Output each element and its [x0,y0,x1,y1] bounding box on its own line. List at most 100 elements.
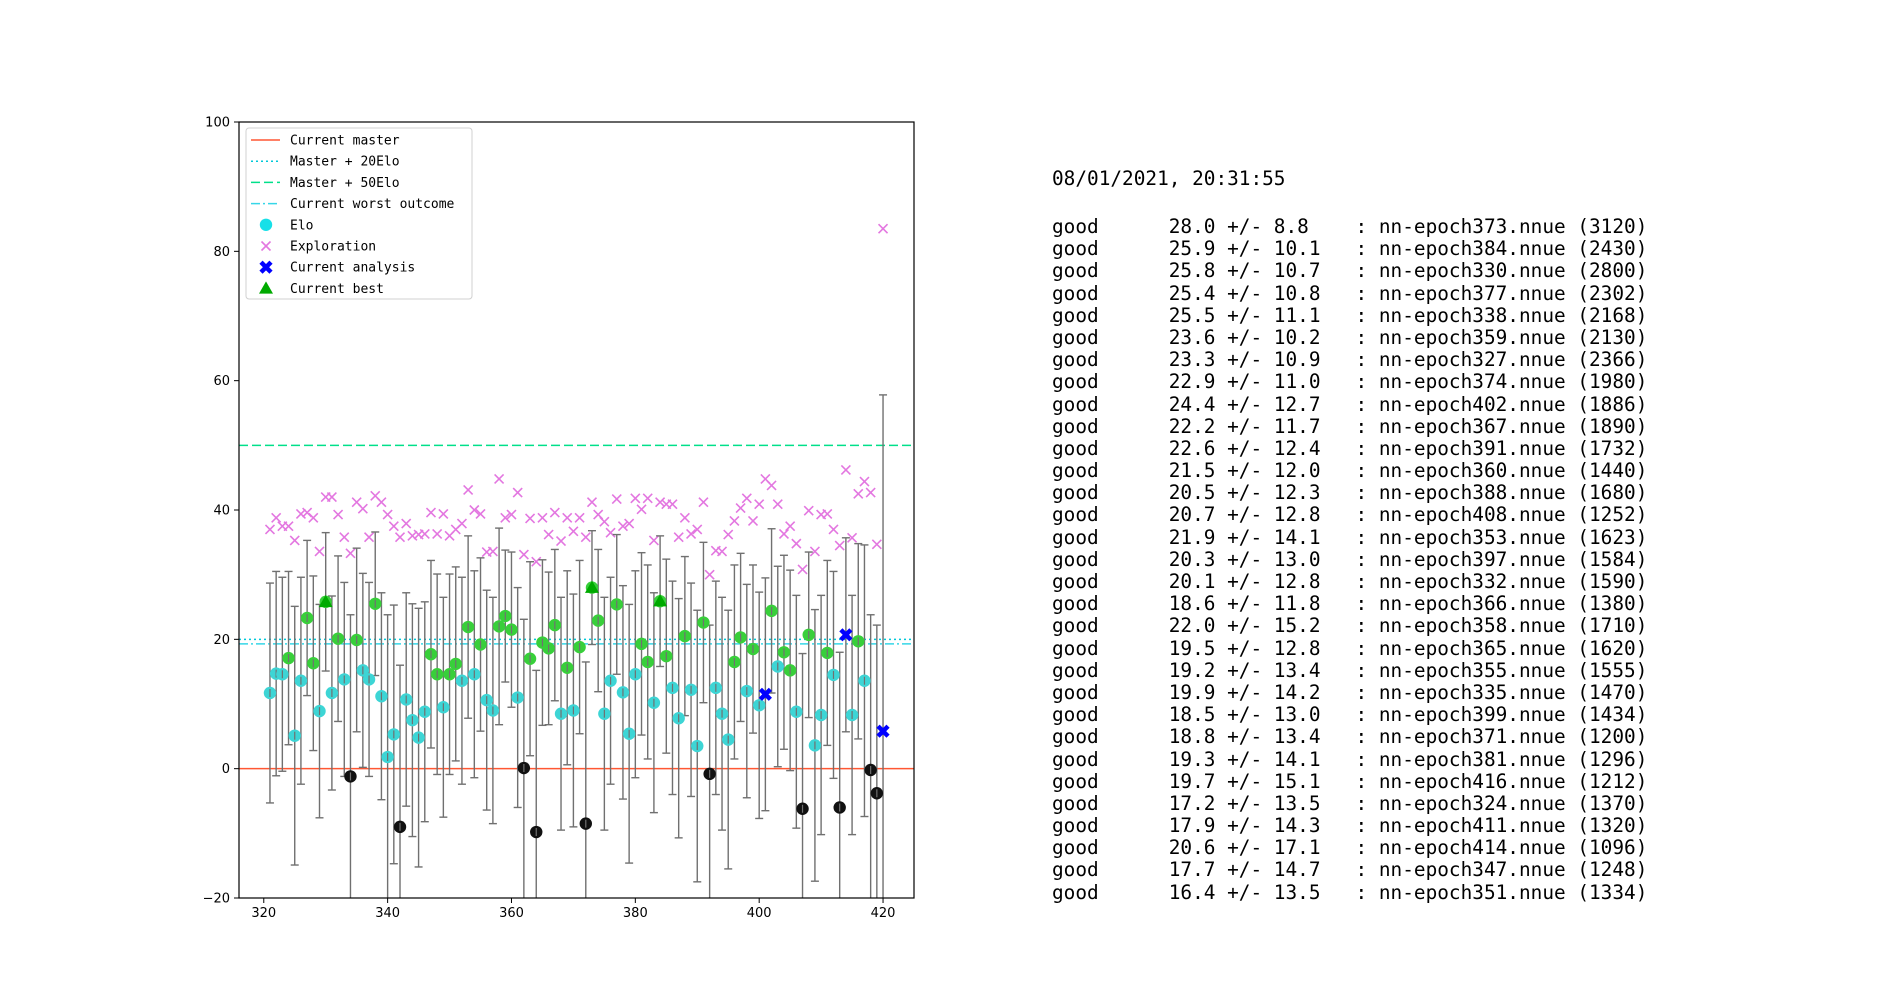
y-tick-label: 60 [213,374,230,389]
exploration-point [667,499,678,510]
exploration-point [766,480,777,491]
exploration-point-stroke [376,497,387,508]
result-row: good 19.3 +/- 14.1 : nn-epoch381.nnue (1… [1052,747,1648,771]
legend: Current master Master + 20Elo Master + 50E… [245,127,473,300]
exploration-point [729,515,740,527]
result-row: good 22.2 +/- 11.7 : nn-epoch367.nnue (1… [1052,414,1648,438]
exploration-point [797,564,808,575]
exploration-point [648,535,659,546]
exploration-point-stroke [432,528,443,539]
exploration-point-stroke [723,529,734,540]
current-analysis-point-stroke [758,687,772,701]
exploration-point [630,493,641,504]
exploration-point [363,532,375,543]
exploration-point [339,532,350,543]
exploration-point-stroke [847,532,858,543]
exploration-point [333,509,344,520]
exploration-point-stroke [407,530,418,541]
exploration-point [388,521,399,532]
result-row: good 25.8 +/- 10.7 : nn-epoch330.nnue (2… [1052,259,1648,283]
exploration-point [605,527,616,538]
exploration-point [543,529,554,540]
exploration-point [747,515,759,527]
exploration-point [822,508,833,519]
legend-label: Elo [290,218,313,233]
y-tick-label: 0 [222,762,230,777]
result-row: good 20.6 +/- 17.1 : nn-epoch414.nnue (1… [1052,836,1648,860]
exploration-point-stroke [580,532,591,543]
y-tick-label: 40 [213,504,230,519]
exploration-point-stroke [605,527,616,538]
result-row: good 19.7 +/- 15.1 : nn-epoch416.nnue (1… [1052,769,1648,793]
exploration-point [735,502,746,514]
result-row: good 22.0 +/- 15.2 : nn-epoch358.nnue (1… [1052,614,1648,638]
error-bar [835,651,844,898]
exploration-point [419,528,430,539]
x-tick-label: 360 [499,906,524,921]
exploration-point-stroke [419,528,430,539]
exploration-point [847,532,858,543]
current-analysis-point [758,687,772,701]
exploration-point [877,223,889,234]
exploration-point-stroke [326,492,337,503]
legend-box [245,127,473,300]
exploration-point [469,504,480,516]
exploration-point [809,546,820,557]
exploration-point-stroke [549,507,560,518]
exploration-point-stroke [425,507,437,518]
exploration-point [580,532,591,543]
error-bar [705,624,714,898]
exploration-point [679,512,690,523]
results-panel: 08/01/2021, 20:31:55 good 28.0 +/- 8.8 :… [1052,166,1647,904]
exploration-point [494,473,505,485]
exploration-point [617,521,629,532]
result-row: good 25.9 +/- 10.1 : nn-epoch384.nnue (2… [1052,237,1648,261]
exploration-point-stroke [363,532,375,543]
result-row: good 18.8 +/- 13.4 : nn-epoch371.nnue (1… [1052,725,1648,749]
legend-label: Current master [290,134,400,149]
exploration-point-stroke [531,556,542,567]
exploration-point-stroke [314,546,325,557]
result-row: good 18.6 +/- 11.8 : nn-epoch366.nnue (1… [1052,592,1648,616]
exploration-point-stroke [568,526,579,537]
exploration-point-stroke [797,564,808,575]
plot-area [239,223,914,898]
current-analysis-point-stroke [876,724,890,738]
exploration-point [487,546,498,557]
exploration-point-stroke [295,508,306,519]
exploration-point [828,524,839,535]
exploration-point [283,521,294,532]
exploration-point-stroke [679,512,690,523]
result-row: good 28.0 +/- 8.8 : nn-epoch373.nnue (31… [1052,215,1648,238]
exploration-point-stroke [537,512,548,523]
legend-swatch-stroke [259,260,273,274]
error-bar [879,394,888,898]
exploration-point-stroke [624,518,635,529]
exploration-point [289,535,300,546]
result-row: good 17.7 +/- 14.7 : nn-epoch347.nnue (1… [1052,858,1648,882]
exploration-point [716,546,728,557]
exploration-point [791,538,802,549]
current-best-point [318,594,333,608]
exploration-point-stroke [791,538,802,549]
error-bar [346,614,355,898]
result-row: good 17.2 +/- 13.5 : nn-epoch324.nnue (1… [1052,791,1648,815]
exploration-point [506,509,517,520]
exploration-point [555,535,567,547]
exploration-point [865,487,876,498]
exploration-point-stroke [785,521,796,532]
exploration-point-stroke [735,502,746,514]
exploration-point-stroke [642,493,653,504]
result-row: good 20.1 +/- 12.8 : nn-epoch332.nnue (1… [1052,570,1648,593]
x-tick-label: 340 [375,906,400,921]
exploration-point-stroke [494,473,505,485]
exploration-point-stroke [524,513,536,524]
exploration-point-stroke [673,532,684,543]
exploration-point [524,513,536,524]
exploration-point-stroke [475,508,486,519]
legend-swatch [259,281,273,294]
result-row: good 25.5 +/- 11.1 : nn-epoch338.nnue (2… [1052,303,1648,327]
legend-label: Exploration [290,240,376,255]
exploration-point [456,518,468,529]
exploration-point-stroke [469,504,480,516]
